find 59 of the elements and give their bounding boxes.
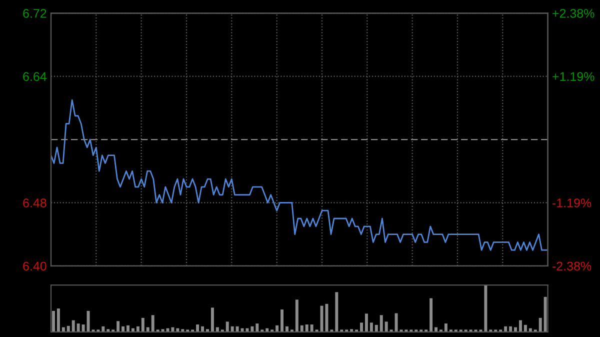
bar bbox=[524, 324, 527, 332]
y-tick-label: 6.48 bbox=[23, 198, 46, 208]
bar bbox=[250, 326, 254, 332]
bar bbox=[131, 328, 134, 332]
bar bbox=[256, 324, 259, 332]
bar bbox=[266, 328, 269, 332]
line-series bbox=[51, 99, 548, 251]
bar bbox=[122, 326, 125, 332]
y2-tick-label: -2.38% bbox=[552, 262, 592, 271]
bar bbox=[295, 300, 298, 332]
bar bbox=[444, 324, 448, 332]
bar bbox=[136, 326, 140, 332]
bar bbox=[544, 296, 547, 332]
bar bbox=[538, 318, 542, 332]
bar bbox=[56, 308, 60, 332]
y-tick-label: 6.40 bbox=[23, 262, 46, 271]
bar bbox=[370, 322, 373, 332]
bar bbox=[394, 313, 398, 332]
bar bbox=[66, 326, 70, 332]
bar bbox=[504, 326, 508, 332]
bar bbox=[230, 326, 234, 332]
bar bbox=[102, 326, 105, 332]
bar bbox=[141, 318, 144, 332]
bar bbox=[116, 321, 120, 332]
bar bbox=[310, 324, 314, 332]
bar bbox=[176, 328, 180, 332]
bar bbox=[430, 298, 433, 332]
bar bbox=[374, 324, 378, 332]
y-tick-label: 6.72 bbox=[23, 8, 46, 18]
bar bbox=[528, 328, 532, 332]
bar bbox=[126, 325, 130, 332]
bar bbox=[364, 314, 368, 332]
y-tick-label: 6.64 bbox=[23, 72, 46, 81]
bar bbox=[210, 308, 214, 332]
bar bbox=[360, 322, 363, 332]
bar bbox=[226, 322, 229, 332]
bar bbox=[325, 304, 328, 332]
bar bbox=[384, 322, 388, 332]
bar bbox=[76, 324, 80, 332]
bar bbox=[300, 325, 304, 332]
y2-tick-label: -1.19% bbox=[552, 198, 592, 208]
bar bbox=[201, 326, 204, 332]
bar bbox=[305, 324, 308, 332]
y2-tick-label: +2.38% bbox=[552, 8, 594, 18]
bar bbox=[52, 310, 55, 332]
bar bbox=[196, 324, 200, 332]
bar bbox=[509, 326, 512, 332]
bar bbox=[518, 320, 522, 332]
bar bbox=[335, 292, 338, 332]
bar bbox=[72, 320, 75, 332]
bar bbox=[236, 326, 239, 332]
bar bbox=[280, 309, 284, 332]
bar bbox=[82, 324, 85, 332]
bar bbox=[484, 285, 488, 332]
bar bbox=[285, 326, 288, 332]
y2-tick-label: +1.19% bbox=[552, 72, 594, 81]
bar bbox=[276, 325, 279, 332]
bar bbox=[151, 315, 154, 332]
bar bbox=[380, 315, 383, 332]
